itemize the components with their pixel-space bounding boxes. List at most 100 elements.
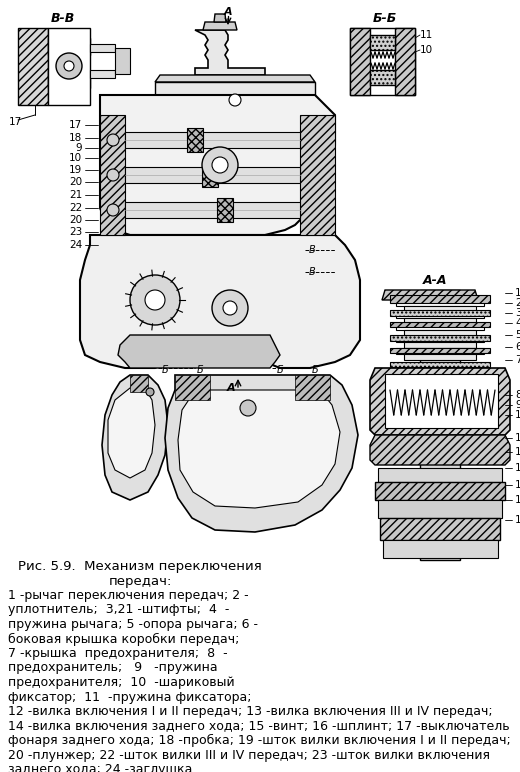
Polygon shape — [125, 202, 300, 218]
Polygon shape — [375, 482, 505, 500]
Text: уплотнитель;  3,21 -штифты;  4  -: уплотнитель; 3,21 -штифты; 4 - — [8, 604, 229, 617]
Polygon shape — [350, 28, 370, 95]
Circle shape — [146, 388, 154, 396]
Polygon shape — [390, 362, 490, 367]
Polygon shape — [178, 390, 340, 508]
Circle shape — [107, 169, 119, 181]
Polygon shape — [214, 14, 226, 22]
Polygon shape — [390, 335, 490, 341]
Text: 4: 4 — [515, 318, 520, 328]
Text: 12 -вилка включения I и II передач; 13 -вилка включения III и IV передач;: 12 -вилка включения I и II передач; 13 -… — [8, 705, 492, 718]
Polygon shape — [300, 115, 335, 235]
Text: 10: 10 — [420, 45, 433, 55]
Polygon shape — [383, 540, 498, 558]
Circle shape — [212, 157, 228, 173]
Text: пружина рычага; 5 -опора рычага; 6 -: пружина рычага; 5 -опора рычага; 6 - — [8, 618, 258, 631]
Text: 7 -крышка  предохранителя;  8  -: 7 -крышка предохранителя; 8 - — [8, 647, 228, 660]
Circle shape — [229, 94, 241, 106]
Polygon shape — [396, 300, 484, 306]
Text: Б: Б — [311, 365, 318, 375]
Polygon shape — [130, 375, 148, 392]
Circle shape — [240, 400, 256, 416]
Text: предохранитель;   9   -пружина: предохранитель; 9 -пружина — [8, 662, 218, 675]
Polygon shape — [100, 115, 125, 235]
Polygon shape — [80, 235, 360, 368]
Polygon shape — [420, 290, 460, 560]
Text: 6: 6 — [515, 342, 520, 352]
Text: 14: 14 — [515, 480, 520, 490]
Polygon shape — [115, 48, 130, 74]
Text: 17: 17 — [69, 120, 82, 130]
Polygon shape — [203, 22, 237, 30]
Polygon shape — [390, 295, 490, 303]
Polygon shape — [378, 468, 502, 482]
Text: 20: 20 — [69, 177, 82, 187]
Text: 1 -рычаг переключения передач; 2 -: 1 -рычаг переключения передач; 2 - — [8, 589, 249, 602]
Circle shape — [223, 301, 237, 315]
Polygon shape — [48, 28, 90, 105]
Text: 18: 18 — [69, 133, 82, 143]
Polygon shape — [350, 28, 415, 95]
Polygon shape — [155, 82, 315, 95]
Polygon shape — [100, 95, 335, 235]
Circle shape — [130, 275, 180, 325]
Text: 12: 12 — [515, 447, 520, 457]
Text: Б: Б — [197, 365, 203, 375]
Text: 2: 2 — [515, 298, 520, 308]
Circle shape — [145, 290, 165, 310]
Polygon shape — [390, 310, 490, 316]
Text: Б: Б — [162, 365, 168, 375]
Circle shape — [202, 147, 238, 183]
Text: 23: 23 — [69, 227, 82, 237]
Polygon shape — [404, 354, 476, 360]
Text: А: А — [226, 383, 235, 393]
Text: 8: 8 — [515, 390, 520, 400]
Text: В: В — [309, 267, 315, 277]
Text: 10: 10 — [515, 410, 520, 420]
Polygon shape — [404, 342, 476, 348]
Text: 3: 3 — [515, 308, 520, 318]
Text: 11: 11 — [515, 433, 520, 443]
Polygon shape — [390, 348, 490, 353]
Text: 13: 13 — [515, 463, 520, 473]
Polygon shape — [396, 336, 484, 342]
Polygon shape — [108, 388, 155, 478]
Text: фонаря заднего хода; 18 -пробка; 19 -шток вилки включения I и II передач;: фонаря заднего хода; 18 -пробка; 19 -што… — [8, 734, 511, 747]
Circle shape — [64, 61, 74, 71]
Polygon shape — [385, 374, 498, 428]
Text: 21: 21 — [69, 190, 82, 200]
Text: 24: 24 — [69, 240, 82, 250]
Polygon shape — [395, 28, 415, 95]
Polygon shape — [155, 75, 315, 82]
Polygon shape — [390, 322, 490, 327]
Polygon shape — [48, 38, 90, 55]
Text: Б: Б — [277, 365, 283, 375]
Text: 20: 20 — [69, 215, 82, 225]
Polygon shape — [102, 375, 168, 500]
Polygon shape — [18, 28, 48, 105]
Text: предохранителя;  10  -шариковый: предохранителя; 10 -шариковый — [8, 676, 235, 689]
Text: передач:: передач: — [108, 574, 172, 587]
Polygon shape — [118, 335, 280, 368]
Text: заднего хода; 24 -заглушка: заднего хода; 24 -заглушка — [8, 763, 192, 772]
Text: 20 -плунжер; 22 -шток вилки III и IV передач; 23 -шток вилки включения: 20 -плунжер; 22 -шток вилки III и IV пер… — [8, 749, 490, 761]
Polygon shape — [396, 324, 484, 330]
Text: 16: 16 — [515, 515, 520, 525]
Text: А-А: А-А — [423, 273, 447, 286]
Polygon shape — [404, 306, 476, 312]
Polygon shape — [404, 318, 476, 324]
Text: 14 -вилка включения заднего хода; 15 -винт; 16 -шплинт; 17 -выключатель: 14 -вилка включения заднего хода; 15 -ви… — [8, 720, 510, 733]
Circle shape — [56, 53, 82, 79]
Polygon shape — [125, 132, 300, 148]
Text: 15: 15 — [515, 495, 520, 505]
Text: В: В — [309, 245, 315, 255]
Text: 22: 22 — [69, 203, 82, 213]
Polygon shape — [90, 70, 115, 78]
Text: 7: 7 — [515, 355, 520, 365]
Circle shape — [107, 134, 119, 146]
Polygon shape — [217, 198, 233, 222]
Polygon shape — [125, 167, 300, 183]
Polygon shape — [175, 375, 210, 400]
Text: 17: 17 — [8, 117, 22, 127]
Polygon shape — [396, 312, 484, 318]
